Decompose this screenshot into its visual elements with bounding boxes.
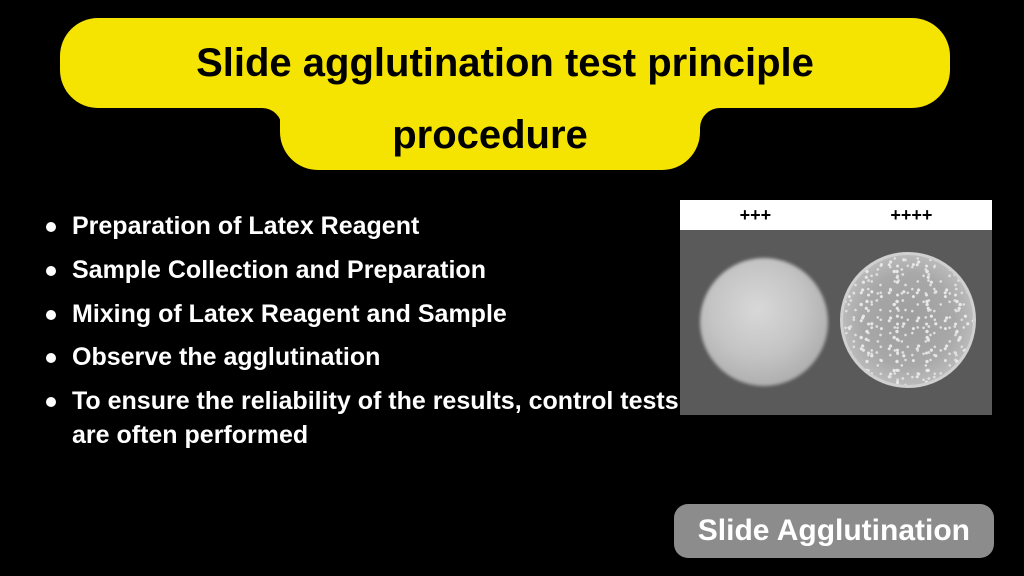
bullet-text: To ensure the reliability of the results… <box>72 387 679 449</box>
photo-body <box>680 230 992 415</box>
list-item: Observe the agglutination <box>40 341 720 375</box>
title-banner-top: Slide agglutination test principle <box>60 18 950 108</box>
procedure-bullet-list: Preparation of Latex Reagent Sample Coll… <box>40 210 720 463</box>
title-line1: Slide agglutination test principle <box>196 41 814 85</box>
list-item: Mixing of Latex Reagent and Sample <box>40 298 720 332</box>
list-item: Sample Collection and Preparation <box>40 254 720 288</box>
photo-label-right: ++++ <box>890 205 932 226</box>
list-item: Preparation of Latex Reagent <box>40 210 720 244</box>
list-item: To ensure the reliability of the results… <box>40 385 720 453</box>
bullet-text: Sample Collection and Preparation <box>72 256 486 284</box>
sample-agglutinated <box>840 252 976 388</box>
sample-smooth <box>700 258 828 386</box>
agglutination-speckles <box>843 255 973 385</box>
title-line2: procedure <box>392 113 588 158</box>
footer-badge: Slide Agglutination <box>674 504 994 558</box>
title-banner-bottom: procedure <box>280 100 700 170</box>
footer-label: Slide Agglutination <box>698 514 970 547</box>
bullet-text: Preparation of Latex Reagent <box>72 212 419 240</box>
bullet-text: Mixing of Latex Reagent and Sample <box>72 300 507 328</box>
photo-label-left: +++ <box>740 205 772 226</box>
bullet-text: Observe the agglutination <box>72 343 380 371</box>
agglutination-photo: +++ ++++ <box>680 200 992 415</box>
photo-header: +++ ++++ <box>680 200 992 230</box>
